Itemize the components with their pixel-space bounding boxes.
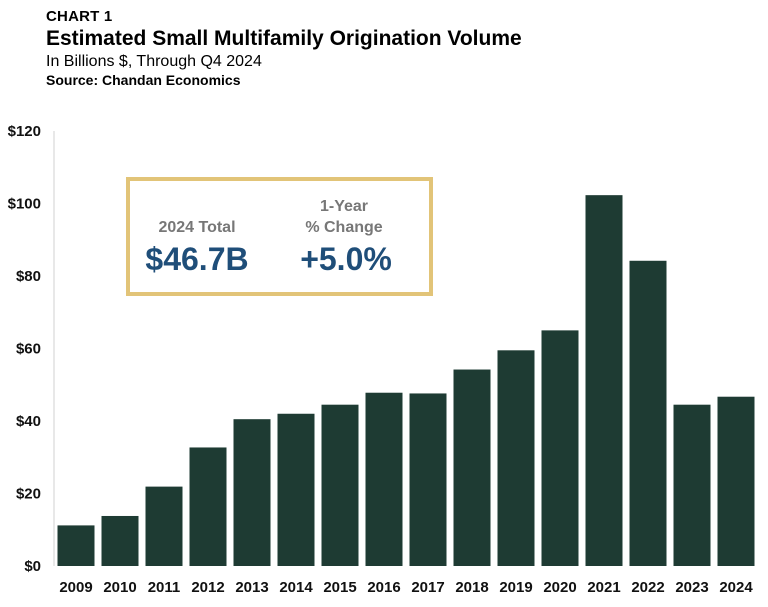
y-tick-label: $60: [16, 341, 41, 358]
x-tick-label: 2014: [279, 579, 313, 596]
bar-2021: [585, 195, 623, 566]
bar-2010: [101, 515, 139, 566]
x-tick-label: 2022: [631, 579, 664, 596]
x-tick-label: 2015: [323, 579, 356, 596]
bar-2023: [673, 404, 711, 566]
bar-2011: [145, 486, 183, 566]
bar-2024: [717, 396, 755, 566]
bar-2015: [321, 404, 359, 566]
y-tick-label: $20: [16, 486, 41, 503]
callout-change-value: +5.0%: [300, 241, 392, 277]
bar-2013: [233, 419, 271, 566]
bar-2012: [189, 447, 227, 566]
chart-source: Source: Chandan Economics: [46, 72, 241, 88]
bar-2014: [277, 413, 315, 566]
y-tick-label: $100: [8, 196, 41, 213]
bar-2019: [497, 350, 535, 566]
y-tick-label: $80: [16, 268, 41, 285]
x-tick-label: 2017: [411, 579, 444, 596]
y-axis: $0 $20 $40 $60 $80 $100 $120: [8, 123, 55, 575]
x-tick-label: 2024: [719, 579, 753, 596]
bar-2022: [629, 260, 667, 566]
y-tick-label: $0: [24, 558, 41, 575]
bar-2018: [453, 369, 491, 566]
y-tick-label: $40: [16, 413, 41, 430]
callout-total-label: 2024 Total: [158, 219, 235, 236]
x-tick-label: 2016: [367, 579, 400, 596]
bar-2017: [409, 393, 447, 566]
bar-2009: [57, 525, 95, 566]
callout-total-value: $46.7B: [145, 241, 248, 277]
callout-box: 2024 Total $46.7B 1-Year % Change +5.0%: [126, 177, 433, 296]
chart-kicker: CHART 1: [46, 8, 113, 25]
x-tick-label: 2013: [235, 579, 268, 596]
bar-2016: [365, 392, 403, 566]
bars-group: [57, 195, 755, 566]
x-axis: 2009 2010 2011 2012 2013 2014 2015 2016 2017 2018…: [59, 579, 753, 596]
x-tick-label: 2021: [587, 579, 620, 596]
x-tick-label: 2020: [543, 579, 576, 596]
bar-2020: [541, 330, 579, 566]
callout-border: [126, 177, 433, 296]
callout-change-label-line1: 1-Year: [320, 198, 368, 215]
chart-title: Estimated Small Multifamily Origination …: [46, 27, 522, 50]
x-tick-label: 2011: [148, 579, 181, 596]
y-tick-label: $120: [8, 123, 41, 140]
x-tick-label: 2009: [59, 579, 92, 596]
chart-header: CHART 1 Estimated Small Multifamily Orig…: [46, 8, 522, 89]
chart-subtitle: In Billions $, Through Q4 2024: [46, 53, 262, 70]
x-tick-label: 2010: [103, 579, 136, 596]
x-tick-label: 2012: [191, 579, 224, 596]
x-tick-label: 2018: [455, 579, 488, 596]
x-tick-label: 2023: [675, 579, 708, 596]
x-tick-label: 2019: [499, 579, 532, 596]
callout-change-label-line2: % Change: [305, 219, 382, 236]
